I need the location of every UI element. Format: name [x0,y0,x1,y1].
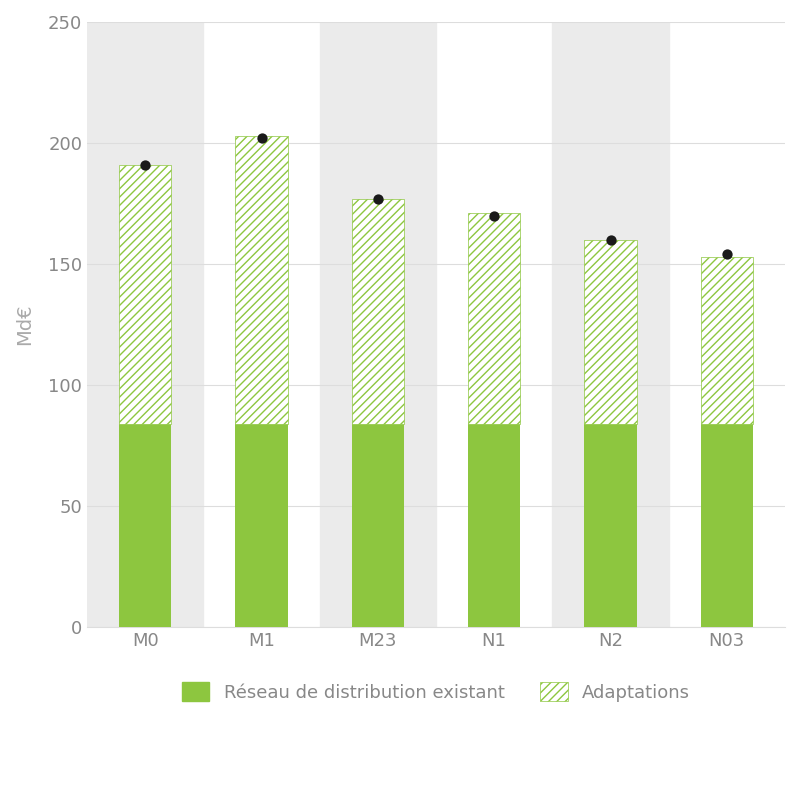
Bar [352,424,404,627]
Bar [701,424,753,627]
Bar [584,240,637,424]
Bar [320,22,436,627]
Bar [235,424,288,627]
Legend: Réseau de distribution existant, Adaptations: Réseau de distribution existant, Adaptat… [174,675,698,709]
Bar [468,213,520,424]
Bar [701,257,753,424]
Point [255,132,268,145]
Y-axis label: Md€: Md€ [15,304,34,345]
Point [721,248,734,260]
Bar [352,198,404,424]
Bar [468,424,520,627]
Point [138,158,151,171]
Bar [119,164,171,424]
Point [371,192,384,205]
Bar [87,22,203,627]
Point [604,234,617,246]
Bar [584,424,637,627]
Bar [119,424,171,627]
Bar [235,136,288,424]
Point [488,209,501,222]
Bar [552,22,669,627]
